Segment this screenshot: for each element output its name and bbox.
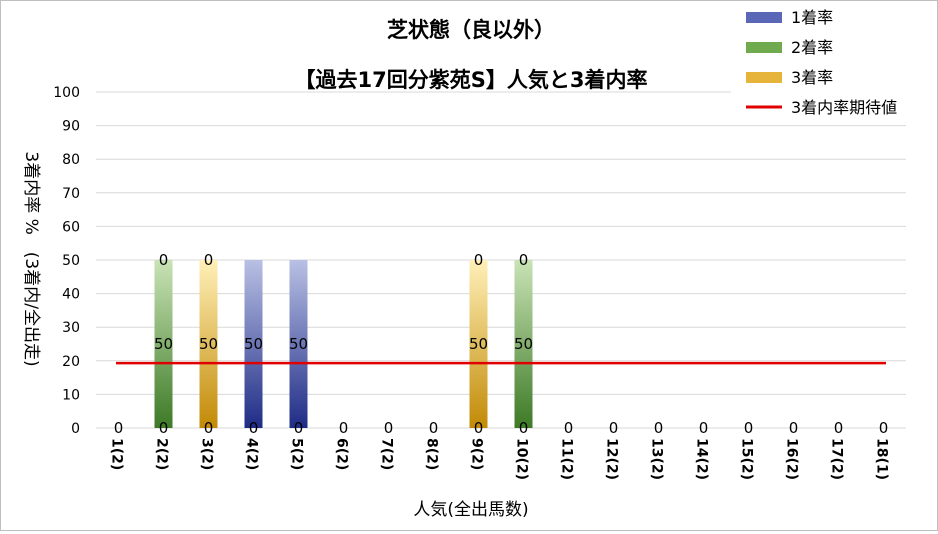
data-label-mid: 50 <box>514 335 533 353</box>
legend-swatch-1 <box>746 12 782 23</box>
data-label-bottom: 0 <box>249 419 259 437</box>
bar-2-10 <box>514 260 533 428</box>
data-label-bottom: 0 <box>879 419 889 437</box>
x-tick-label: 1(2) <box>109 438 125 470</box>
legend-swatch-3 <box>746 72 782 83</box>
chart-title-line2: 【過去17回分紫苑S】人気と3着内率 <box>295 68 648 92</box>
x-tick-label: 9(2) <box>469 438 485 470</box>
y-tick-label: 70 <box>62 186 80 202</box>
data-label-bottom: 0 <box>114 419 124 437</box>
gridlines <box>96 91 906 429</box>
bar-3-9 <box>469 260 488 428</box>
y-tick-label: 80 <box>62 152 80 168</box>
data-label-bottom: 0 <box>834 419 844 437</box>
data-label-mid: 50 <box>289 335 308 353</box>
data-label-mid: 50 <box>199 335 218 353</box>
data-label-bottom: 0 <box>609 419 619 437</box>
data-label-bottom: 0 <box>384 419 394 437</box>
x-tick-label: 14(2) <box>694 438 710 480</box>
data-label-top: 0 <box>474 251 484 269</box>
y-tick-label: 50 <box>62 253 80 269</box>
data-label-top: 0 <box>204 251 214 269</box>
data-label-bottom: 0 <box>699 419 709 437</box>
y-tick-label: 10 <box>62 387 80 403</box>
y-tick-label: 40 <box>62 287 80 303</box>
x-tick-label: 18(1) <box>874 438 890 480</box>
data-label-bottom: 0 <box>159 419 169 437</box>
data-label-bottom: 0 <box>294 419 304 437</box>
x-tick-label: 5(2) <box>289 438 305 470</box>
x-tick-label: 3(2) <box>199 438 215 470</box>
y-tick-label: 100 <box>53 85 80 101</box>
x-tick-label: 4(2) <box>244 438 260 470</box>
x-axis-title: 人気(全出馬数) <box>413 500 528 520</box>
x-tick-label: 7(2) <box>379 438 395 470</box>
x-tick-label: 2(2) <box>154 438 170 470</box>
bars <box>154 260 533 428</box>
y-tick-label: 60 <box>62 219 80 235</box>
y-axis-title: 3着内率 % (3着内/全出走) <box>21 151 41 366</box>
y-tick-label: 30 <box>62 320 80 336</box>
legend-label-3: 3着率 <box>791 68 833 87</box>
data-label-bottom: 0 <box>744 419 754 437</box>
x-tick-label: 8(2) <box>424 438 440 470</box>
data-label-mid: 50 <box>469 335 488 353</box>
legend-swatch-2 <box>746 42 782 53</box>
data-label-mid: 50 <box>244 335 263 353</box>
y-tick-label: 90 <box>62 119 80 135</box>
x-tick-label: 15(2) <box>739 438 755 480</box>
data-label-bottom: 0 <box>654 419 664 437</box>
data-label-bottom: 0 <box>519 419 529 437</box>
bar-2-2 <box>154 260 173 428</box>
x-tick-label: 13(2) <box>649 438 665 480</box>
legend-label-2: 2着率 <box>791 38 833 57</box>
data-label-bottom: 0 <box>474 419 484 437</box>
x-tick-label: 16(2) <box>784 438 800 480</box>
bar-3-3 <box>199 260 218 428</box>
x-tick-label: 11(2) <box>559 438 575 480</box>
x-axis-ticks: 1(2) 2(2) 3(2) 4(2) 5(2) 6(2) 7(2) 8(2) 9(2) 10(2… <box>109 438 890 480</box>
data-label-mid: 50 <box>154 335 173 353</box>
x-tick-label: 10(2) <box>514 438 530 480</box>
y-axis-ticks: 0 10 20 30 40 50 60 70 80 90 100 <box>53 85 80 437</box>
legend-label-expected: 3着内率期待値 <box>791 98 897 117</box>
data-label-bottom: 0 <box>204 419 214 437</box>
data-labels: 0 0 0 0 0 0 0 0 0 0 0 0 0 0 0 0 0 0 50 50 50 50 50 50 0 0 0 0 <box>114 251 889 437</box>
y-tick-label: 20 <box>62 354 80 370</box>
data-label-bottom: 0 <box>564 419 574 437</box>
chart-title-line1: 芝状態（良以外） <box>387 18 555 42</box>
data-label-top: 0 <box>159 251 169 269</box>
x-tick-label: 12(2) <box>604 438 620 480</box>
y-tick-label: 0 <box>71 421 80 437</box>
bar-1-5 <box>289 260 308 428</box>
data-label-bottom: 0 <box>789 419 799 437</box>
x-tick-label: 6(2) <box>334 438 350 470</box>
x-tick-label: 17(2) <box>829 438 845 480</box>
legend: 1着率 2着率 3着率 3着内率期待値 <box>731 2 937 123</box>
legend-label-1: 1着率 <box>791 8 833 27</box>
data-label-top: 0 <box>519 251 529 269</box>
data-label-bottom: 0 <box>339 419 349 437</box>
data-label-bottom: 0 <box>429 419 439 437</box>
bar-1-4 <box>244 260 263 428</box>
